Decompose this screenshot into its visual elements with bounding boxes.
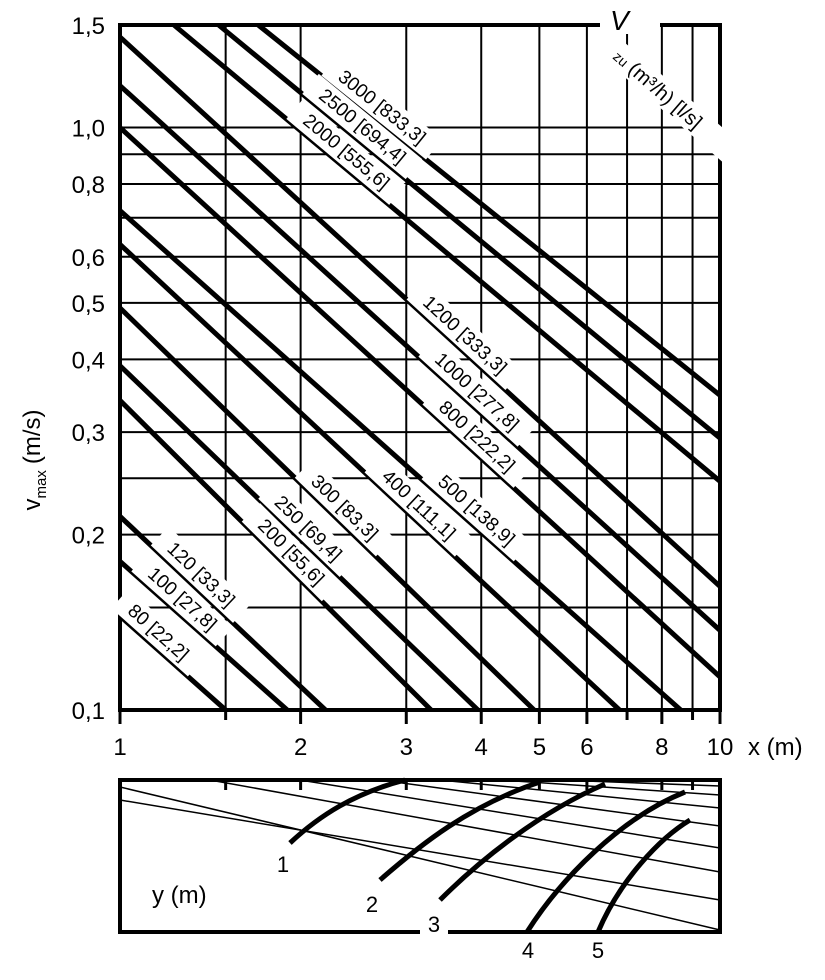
y-tick-label: 0,4: [72, 347, 105, 374]
bottom-curve-3: [438, 781, 606, 902]
y-tick-label: 1,0: [72, 116, 105, 143]
svg-text:zu(m³/h) [l/s]: zu(m³/h) [l/s]: [609, 45, 706, 134]
legend-title-unit: (m³/h) [l/s]: [624, 58, 706, 134]
y-tick-label: 1,5: [72, 13, 105, 40]
series-label-background: [422, 385, 532, 488]
x-tick-label: 2: [294, 734, 307, 761]
series-label-background: [321, 55, 443, 160]
series-label-background: [421, 459, 532, 562]
bottom-distance-curves: [288, 777, 692, 934]
plot-frame: [118, 23, 722, 724]
x-tick-label: 10: [707, 734, 734, 761]
series-line-5: [118, 363, 480, 712]
series-label-background: [418, 337, 536, 447]
series-label-background: [286, 98, 406, 205]
series-line-3: [118, 514, 328, 712]
y-axis-label: vmax (m/s): [19, 410, 50, 511]
series-line-11: [118, 35, 722, 589]
bottom-fan-line: [209, 779, 721, 873]
y-tick-label: 0,6: [72, 245, 105, 272]
bottom-curve-label: 5: [592, 938, 604, 963]
legend-title-background: [600, 8, 660, 34]
bottom-curve-label: 2: [366, 892, 378, 917]
series-line-13: [217, 23, 722, 441]
bottom-curve-label-background: [269, 850, 297, 878]
x-tick-label: 4: [475, 734, 488, 761]
series-line-10: [118, 83, 722, 633]
flow-rate-lines: [118, 23, 722, 712]
series-label-background: [111, 588, 206, 677]
series-label-background: [150, 526, 251, 623]
bottom-curve-4: [524, 789, 686, 934]
series-label-background: [406, 280, 523, 390]
bottom-curve-label-background: [358, 890, 386, 918]
x-tick-labels: 1 2 3 4 5 6 8 10: [113, 734, 733, 761]
y-tick-label: 0,8: [72, 172, 105, 199]
bottom-throw-diagram: y (m) 1 2 3 4 5: [118, 777, 722, 964]
series-label-background: [294, 459, 394, 557]
x-tick-label: 5: [533, 734, 546, 761]
y-axis-label-unit: (m/s): [19, 410, 46, 465]
bottom-curve-label: 3: [428, 912, 440, 937]
bottom-fan-line: [379, 779, 721, 827]
series-line-2: [118, 559, 289, 712]
bottom-y-label: y (m): [152, 882, 207, 909]
y-tick-label: 0,2: [72, 523, 105, 550]
bottom-curve-labels: 1 2 3 4 5: [269, 850, 612, 964]
series-labels: 80 [22,2]100 [27,8]120 [33,3] 200 [55,6]2…: [111, 55, 536, 677]
y-tick-label: 0,5: [72, 291, 105, 318]
y-axis-label-sub: max: [33, 470, 50, 499]
bottom-curve-2: [378, 779, 541, 882]
x-tick-label: 1: [113, 734, 126, 761]
bottom-curve-label-background: [420, 910, 448, 938]
bottom-curve-label-background: [514, 936, 542, 964]
bottom-curve-5: [595, 817, 692, 933]
bottom-fan-lines: [119, 779, 721, 931]
x-axis-label: x (m): [748, 734, 803, 761]
x-tick-label: 6: [580, 734, 593, 761]
x-tick-label: 3: [400, 734, 413, 761]
bottom-ylabel-group: y (m): [148, 875, 244, 909]
legend-title-symbol: V: [610, 5, 631, 36]
bottom-curve-label: 1: [277, 852, 289, 877]
series-line-1: [118, 614, 228, 712]
svg-text:vmax(m/s): vmax (m/s): [19, 410, 50, 511]
series-label-background: [241, 503, 341, 602]
y-tick-labels: 0,1 0,2 0,3 0,4 0,5 0,6 0,8 1,0 1,5: [72, 13, 105, 725]
bottom-curve-label-background: [584, 936, 612, 964]
series-label-background: [131, 551, 234, 647]
y-axis-label-main: v: [19, 499, 46, 511]
series-label-background: [258, 479, 358, 578]
series-line-12: [172, 23, 722, 484]
bottom-curve-label: 4: [522, 938, 534, 963]
x-tick-label: 8: [655, 734, 668, 761]
y-tick-label: 0,1: [72, 698, 105, 725]
bottom-fan-line: [119, 786, 721, 931]
y-tick-label: 0,3: [72, 420, 105, 447]
series-line-9: [118, 125, 722, 679]
series-label-background: [364, 453, 473, 557]
series-line-8: [118, 208, 683, 712]
bottom-curve-1: [288, 777, 406, 845]
series-line-14: [256, 23, 722, 398]
plot-border: [118, 23, 722, 712]
series-label-background: [302, 73, 423, 180]
